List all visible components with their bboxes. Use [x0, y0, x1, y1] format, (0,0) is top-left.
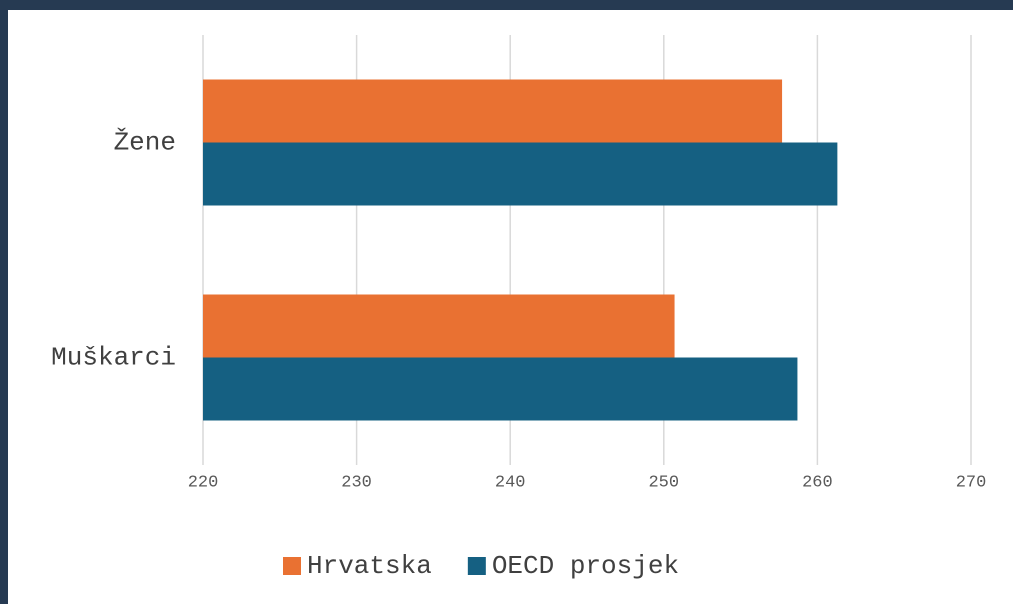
y-tick-label: Muškarci [51, 342, 176, 372]
legend-label: Hrvatska [307, 551, 432, 581]
x-tick-label: 250 [648, 473, 679, 492]
legend-label: OECD prosjek [492, 551, 679, 581]
y-tick-label: Žene [114, 127, 176, 157]
x-tick-label: 230 [341, 473, 372, 492]
x-tick-label: 240 [495, 473, 526, 492]
bar [203, 294, 675, 358]
bar [203, 142, 838, 206]
bar [203, 79, 783, 143]
legend-swatch [467, 557, 486, 575]
x-tick-label: 270 [956, 473, 987, 492]
bar [203, 357, 798, 421]
x-tick-label: 220 [188, 473, 219, 492]
legend-swatch [283, 557, 301, 575]
x-tick-label: 260 [802, 473, 833, 492]
